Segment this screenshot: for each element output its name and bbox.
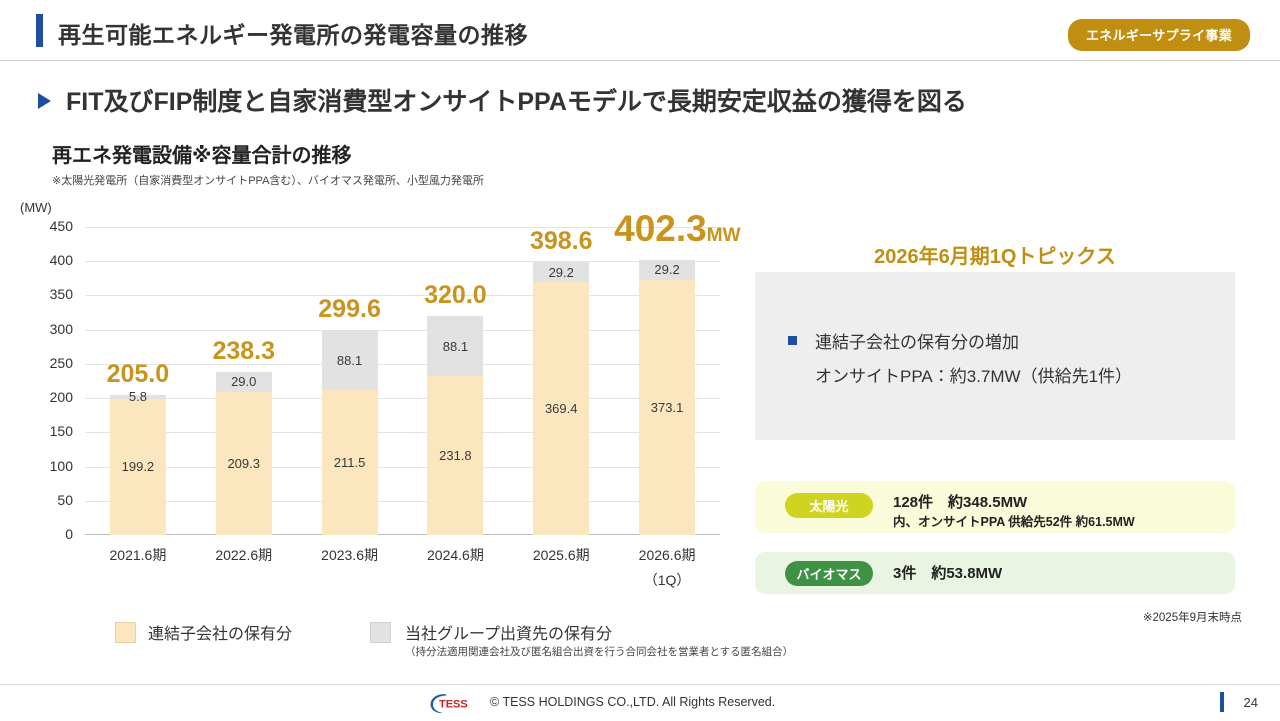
bar-segment-group: 5.8	[109, 389, 166, 404]
y-axis-tick-label: 450	[49, 218, 73, 234]
triangle-right-icon	[38, 93, 51, 109]
bar-segment-group: 29.0	[215, 371, 272, 392]
bar-segment-consolidated: 211.5	[321, 390, 378, 535]
source-main-biomass: 3件 約53.8MW	[893, 565, 1003, 582]
source-main-solar: 128件 約348.5MW	[893, 494, 1028, 511]
bar-segment-consolidated: 369.4	[533, 282, 590, 535]
bar-segment-group: 88.1	[321, 329, 378, 391]
legend-swatch-group	[370, 622, 391, 643]
chart-legend: 連結子会社の保有分 当社グループ出資先の保有分 （持分法適用関連会社及び匿名組合…	[115, 616, 875, 662]
bar-segment-consolidated: 231.8	[427, 376, 484, 535]
bar-total-label: 402.3MW	[614, 207, 740, 250]
bar-segment-consolidated: 373.1	[639, 279, 696, 535]
page-number: 24	[1243, 695, 1258, 710]
y-axis-tick-label: 50	[57, 491, 73, 508]
y-axis-tick-label: 250	[49, 354, 73, 371]
bar-column: 231.8 88.1 320.0	[403, 227, 509, 535]
x-axis-label: 2022.6期	[215, 547, 273, 563]
svg-text:TESS: TESS	[439, 699, 468, 711]
x-axis-label: 2025.6期	[532, 547, 590, 563]
headline-text: FIT及びFIP制度と自家消費型オンサイトPPAモデルで長期安定収益の獲得を図る	[66, 88, 967, 116]
x-axis-labels: 2021.6期 2022.6期 2023.6期 2024.6期 2025.6期 2026.…	[85, 545, 720, 601]
y-axis-tick-label: 350	[49, 286, 73, 303]
x-axis-label: 2024.6期	[427, 547, 484, 563]
bar-total-label: 205.0	[106, 359, 170, 388]
as-of-note: ※2025年9月末時点	[1142, 612, 1242, 624]
copyright-text: © TESS HOLDINGS CO.,LTD. All Rights Rese…	[490, 695, 776, 709]
slide-header: 再生可能エネルギー発電所の発電容量の推移 エネルギーサプライ事業	[0, 0, 1280, 61]
x-axis-sublabel: （1Q）	[643, 572, 691, 588]
chart-plot-area	[85, 227, 720, 535]
y-axis-tick-label: 400	[49, 252, 73, 269]
topics-title: 2026年6月期1Qトピックス	[874, 246, 1116, 268]
page-number-accent	[1220, 692, 1224, 712]
source-pill-solar: 太陽光	[785, 493, 873, 518]
source-box-solar: 太陽光 128件 約348.5MW 内、オンサイトPPA 供給先52件 約61.…	[755, 481, 1235, 533]
source-box-biomass: バイオマス 3件 約53.8MW	[755, 552, 1235, 594]
bar-total-label: 398.6	[529, 227, 593, 256]
y-axis-tick-label: 0	[65, 526, 73, 542]
segment-badge: エネルギーサプライ事業	[1067, 19, 1250, 51]
bar-column: 373.1 29.2 402.3MW	[614, 208, 741, 535]
gridline	[85, 363, 720, 365]
slide-footer: TESS © TESS HOLDINGS CO.,LTD. All Rights…	[0, 684, 1280, 721]
x-axis-line	[85, 534, 720, 535]
bar-column: 199.2 5.8 205.0	[85, 227, 191, 535]
gridline	[85, 261, 720, 263]
legend-swatch-consolidated	[115, 622, 136, 643]
chart-bars: 199.2 5.8 205.0 209.3 29.0 238.3 211.5 88.1 299.…	[85, 208, 741, 535]
headline-row: FIT及びFIP制度と自家消費型オンサイトPPAモデルで長期安定収益の獲得を図る	[0, 82, 1280, 120]
x-axis-label: 2023.6期	[321, 547, 378, 563]
gridline	[85, 227, 720, 228]
x-axis-label: 2026.6期 （1Q）	[614, 545, 720, 590]
bar-column: 209.3 29.0 238.3	[191, 227, 297, 535]
bar-column: 369.4 29.2 398.6	[508, 227, 614, 535]
bar-total-label: 238.3	[212, 336, 276, 365]
gridline	[85, 295, 720, 297]
gridline	[85, 500, 720, 502]
y-axis-tick-label: 300	[49, 320, 73, 337]
square-bullet-icon	[788, 336, 797, 345]
legend-label-group: 当社グループ出資先の保有分	[405, 626, 613, 643]
bar-total-label: 299.6	[318, 294, 381, 323]
bar-segment-consolidated: 199.2	[109, 398, 166, 535]
bar-segment-group: 88.1	[427, 316, 484, 377]
topic-line-1: 連結子会社の保有分の増加	[815, 333, 1019, 352]
bar-total-value: 402.3	[614, 207, 707, 249]
source-pill-biomass: バイオマス	[785, 561, 873, 586]
y-axis-unit-label: (MW)	[20, 200, 52, 215]
gridline	[85, 466, 720, 468]
tess-logo-icon: TESS	[428, 691, 484, 715]
gridline	[85, 329, 720, 331]
y-axis-ticks: 450 400 350 300 250 200 150 100 50 0	[27, 218, 73, 542]
source-sub-solar: 内、オンサイトPPA 供給先52件 約61.5MW	[893, 515, 1135, 529]
topic-line-2: オンサイトPPA：約3.7MW（供給先1件）	[815, 367, 1133, 386]
y-axis-tick-label: 200	[49, 389, 73, 406]
bar-column: 211.5 88.1 299.6	[297, 227, 403, 535]
y-axis-tick-label: 100	[49, 457, 73, 474]
topics-panel: 連結子会社の保有分の増加 オンサイトPPA：約3.7MW（供給先1件）	[755, 272, 1235, 440]
bar-total-unit: MW	[706, 224, 741, 246]
title-accent-bar	[36, 14, 43, 47]
page-title: 再生可能エネルギー発電所の発電容量の推移	[58, 22, 528, 48]
y-axis-tick-label: 150	[49, 423, 73, 440]
legend-sublabel-group: （持分法適用関連会社及び匿名組合出資を行う合同会社を営業者とする匿名組合）	[405, 646, 794, 658]
bar-total-label: 320.0	[424, 281, 487, 310]
gridline	[85, 398, 720, 400]
gridline	[85, 432, 720, 434]
legend-label-consolidated: 連結子会社の保有分	[148, 626, 293, 643]
bar-segment-consolidated: 209.3	[215, 391, 272, 535]
bar-segment-group: 29.2	[639, 259, 696, 280]
chart-title: 再エネ発電設備※容量合計の推移	[52, 145, 352, 167]
x-axis-label: 2021.6期	[109, 547, 167, 563]
bar-segment-group: 29.2	[533, 262, 590, 283]
chart-footnote: ※太陽光発電所（自家消費型オンサイトPPA含む）、バイオマス発電所、小型風力発電…	[52, 175, 484, 187]
